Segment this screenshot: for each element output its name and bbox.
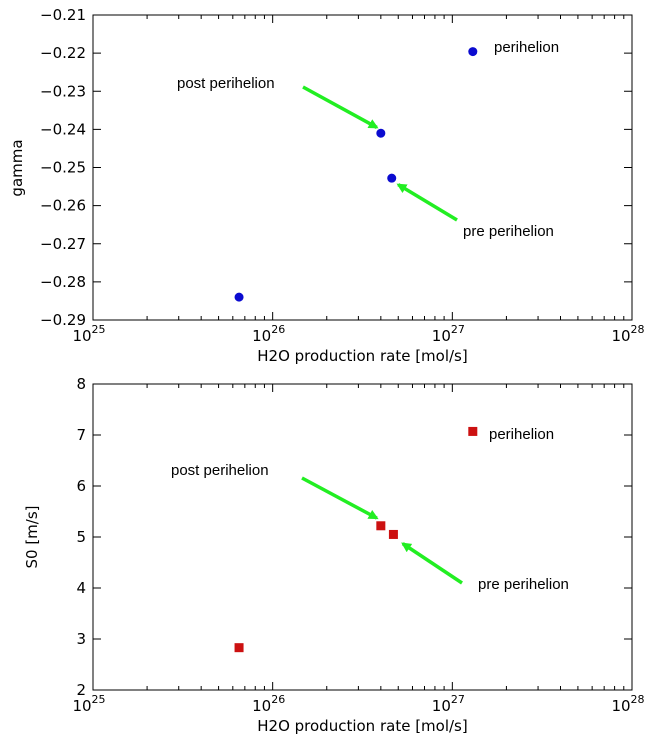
y-tick-label: −0.29 <box>40 311 86 329</box>
x-tick-label: 1028 <box>611 693 644 715</box>
y-tick-label: 5 <box>76 528 86 546</box>
annotation-arrow <box>301 476 379 520</box>
data-point <box>234 292 244 302</box>
y-tick-label: −0.23 <box>40 82 86 100</box>
x-tick-label: 1028 <box>611 323 644 345</box>
plot-frame <box>92 14 633 321</box>
annotation-label: post perihelion <box>177 75 275 92</box>
y-tick-label: −0.21 <box>40 6 86 24</box>
data-point <box>388 529 398 539</box>
x-tick-label: 1027 <box>432 323 465 345</box>
x-tick-label: 1025 <box>72 323 105 345</box>
y-tick-label: −0.25 <box>40 159 86 177</box>
y-tick-label: 7 <box>76 426 86 444</box>
annotation-arrow <box>401 542 463 585</box>
y-tick-label: −0.24 <box>40 120 86 138</box>
x-axis-label: H2O production rate [mol/s] <box>257 717 467 735</box>
annotation-label: pre perihelion <box>463 223 554 240</box>
y-tick-label: 2 <box>76 681 86 699</box>
x-tick-label: 1027 <box>432 693 465 715</box>
x-tick-label: 1026 <box>252 693 285 715</box>
legend-label: perihelion <box>494 39 559 56</box>
y-axis-label: gamma <box>8 139 26 196</box>
y-tick-label: −0.28 <box>40 273 86 291</box>
annotation-label: pre perihelion <box>478 576 569 593</box>
data-point <box>387 173 397 183</box>
x-tick-label: 1026 <box>252 323 285 345</box>
x-axis-label: H2O production rate [mol/s] <box>257 347 467 365</box>
legend-marker <box>468 47 478 57</box>
y-tick-label: −0.26 <box>40 197 86 215</box>
y-tick-label: 6 <box>76 477 86 495</box>
y-tick-label: 3 <box>76 630 86 648</box>
data-point <box>376 128 386 138</box>
gamma-plot: −0.29 −0.28 −0.27 −0.26 −0.25 −0.24 −0.23 −0.22… <box>8 6 645 365</box>
legend-marker <box>468 426 478 436</box>
annotation-arrow <box>302 85 379 130</box>
y-tick-label: −0.27 <box>40 235 86 253</box>
y-tick-label: 4 <box>76 579 86 597</box>
y-axis-label: S0 [m/s] <box>23 505 41 568</box>
data-point <box>234 643 244 653</box>
y-tick-label: 8 <box>76 375 86 393</box>
annotation-label: post perihelion <box>171 462 269 479</box>
s0-plot: 2 3 4 5 6 7 8 1025 1026 1027 1028 H2O production ra… <box>23 375 645 735</box>
annotation-arrow <box>396 183 458 222</box>
y-tick-label: −0.22 <box>40 44 86 62</box>
x-tick-label: 1025 <box>72 693 105 715</box>
legend-label: perihelion <box>489 426 554 443</box>
data-point <box>376 521 386 531</box>
